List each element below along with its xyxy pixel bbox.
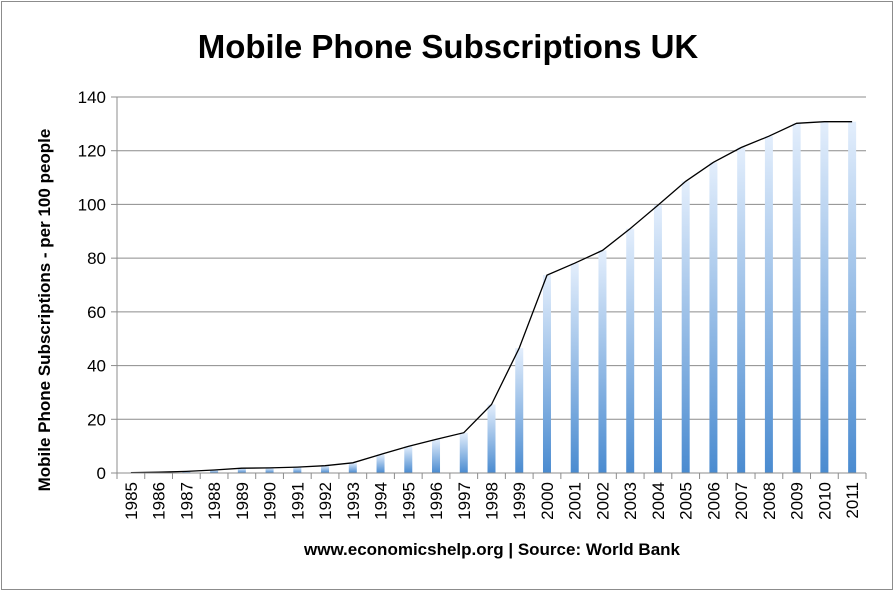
bar-1994 bbox=[376, 454, 385, 473]
x-tick-label: 1997 bbox=[455, 482, 474, 520]
y-tick-label: 140 bbox=[78, 88, 106, 107]
bar-2010 bbox=[820, 121, 829, 474]
x-axis-title: www.economicshelp.org | Source: World Ba… bbox=[304, 540, 680, 559]
bar-1991 bbox=[293, 467, 302, 473]
bar-1998 bbox=[487, 404, 496, 473]
x-tick-label: 2010 bbox=[815, 482, 834, 520]
x-tick-label: 1991 bbox=[288, 482, 307, 520]
bar-1987 bbox=[182, 471, 191, 473]
bar-2006 bbox=[709, 162, 718, 473]
bar-1990 bbox=[265, 467, 274, 473]
bar-1988 bbox=[210, 470, 219, 473]
bars bbox=[126, 121, 857, 474]
y-tick-label: 40 bbox=[87, 357, 106, 376]
y-tick-label: 80 bbox=[87, 249, 106, 268]
y-tick-label: 60 bbox=[87, 303, 106, 322]
x-tick-label: 2007 bbox=[732, 482, 751, 520]
x-tick-label: 1993 bbox=[344, 482, 363, 520]
y-tick-label: 100 bbox=[78, 195, 106, 214]
x-tick-label: 2001 bbox=[566, 482, 585, 520]
x-tick-label: 2004 bbox=[649, 482, 668, 520]
x-tick-labels: 1985 1986 1987 1988 1989 1990 1991 1992 1993 1994… bbox=[122, 482, 862, 520]
bar-1999 bbox=[515, 348, 524, 473]
x-tick-label: 2006 bbox=[704, 482, 723, 520]
x-tick-label: 2011 bbox=[843, 482, 862, 519]
y-tick-label: 0 bbox=[97, 464, 106, 483]
trend-line-path bbox=[130, 121, 853, 474]
bar-2011 bbox=[848, 121, 857, 474]
bar-2003 bbox=[626, 228, 635, 473]
bar-1989 bbox=[237, 468, 246, 473]
x-tick-label: 2003 bbox=[621, 482, 640, 520]
x-tick-label: 1994 bbox=[372, 482, 391, 520]
bar-2005 bbox=[681, 181, 690, 473]
x-tick-label: 1999 bbox=[510, 482, 529, 520]
chart-title: Mobile Phone Subscriptions UK bbox=[197, 28, 699, 65]
bar-2009 bbox=[792, 123, 801, 473]
x-tick-label: 1986 bbox=[150, 482, 169, 520]
trend-line bbox=[130, 121, 853, 474]
x-tick-label: 2008 bbox=[760, 482, 779, 520]
bar-2008 bbox=[764, 136, 773, 473]
x-tick-label: 1990 bbox=[261, 482, 280, 520]
bar-1995 bbox=[404, 446, 413, 473]
bar-1992 bbox=[321, 465, 330, 473]
x-tick-label: 2002 bbox=[593, 482, 612, 520]
x-tick-label: 1992 bbox=[316, 482, 335, 520]
y-tick-label: 20 bbox=[87, 410, 106, 429]
y-tick-labels: 0 20 40 60 80 100 120 140 bbox=[78, 88, 106, 483]
x-tick-label: 1995 bbox=[399, 482, 418, 520]
bar-2004 bbox=[653, 205, 662, 473]
bar-1996 bbox=[432, 439, 441, 473]
x-tick-label: 1985 bbox=[122, 482, 141, 520]
bar-2007 bbox=[737, 147, 746, 473]
bar-2000 bbox=[542, 275, 551, 473]
bar-1993 bbox=[348, 462, 357, 473]
bar-1997 bbox=[459, 432, 468, 473]
axes bbox=[111, 96, 867, 479]
bar-2001 bbox=[570, 263, 579, 473]
x-tick-label: 1987 bbox=[177, 482, 196, 520]
x-tick-label: 1988 bbox=[205, 482, 224, 520]
x-tick-label: 2009 bbox=[788, 482, 807, 520]
y-tick-label: 120 bbox=[78, 142, 106, 161]
bar-2002 bbox=[598, 250, 607, 473]
gridlines bbox=[117, 96, 866, 420]
x-tick-label: 2000 bbox=[538, 482, 557, 520]
x-tick-label: 1989 bbox=[233, 482, 252, 520]
x-tick-label: 1996 bbox=[427, 482, 446, 520]
x-tick-label: 1998 bbox=[483, 482, 502, 520]
x-tick-label: 2005 bbox=[677, 482, 696, 520]
